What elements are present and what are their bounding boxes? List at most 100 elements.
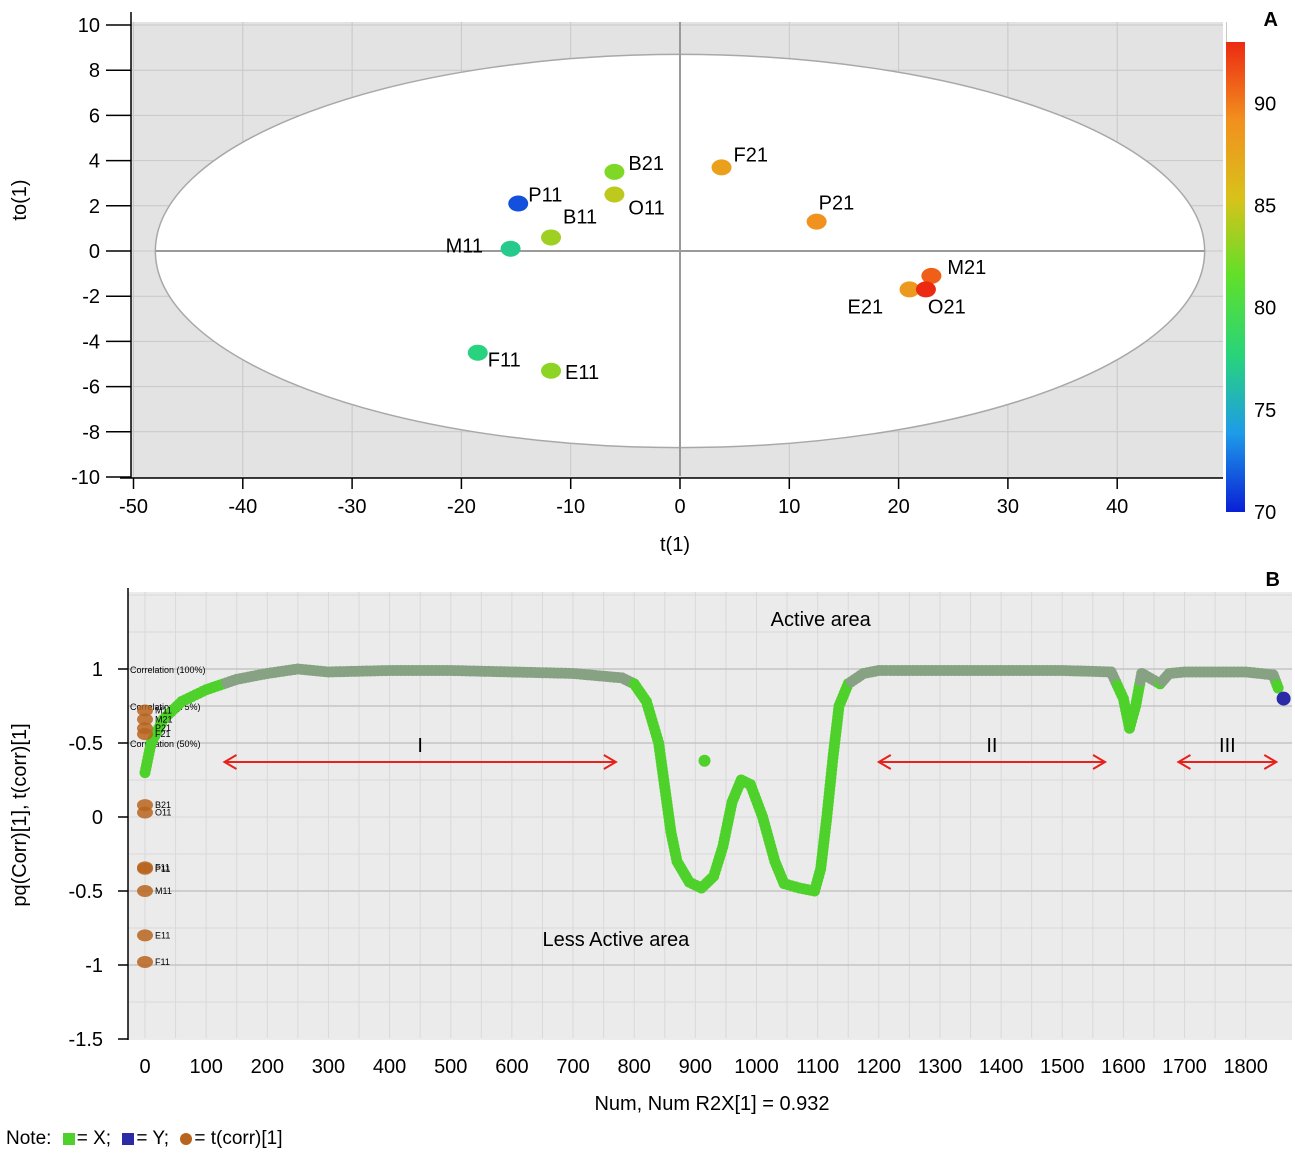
y-tick-label: -4: [82, 331, 100, 353]
score-point-m11: [500, 240, 521, 257]
x-tick-label: 900: [679, 1056, 712, 1078]
y-tick-label: -8: [82, 422, 100, 444]
legend-note: Note: = X; = Y; = t(corr)[1]: [6, 1128, 283, 1150]
x-tick-label: 1300: [918, 1056, 963, 1078]
panel-b-ranges: I II III: [222, 735, 1279, 770]
x-tick-label: -40: [228, 496, 257, 518]
x-tick-label: 1800: [1223, 1056, 1268, 1078]
tcorr-point-label: O11: [155, 808, 171, 818]
point-label-p11: P11: [528, 185, 562, 207]
x-tick-label: 200: [251, 1056, 284, 1078]
x-tick-label: -20: [447, 496, 476, 518]
x-tick-label: 1200: [857, 1056, 902, 1078]
x-tick-label: 400: [373, 1056, 406, 1078]
range-label: II: [986, 735, 997, 757]
panel-a: -50 -40 -30 -20 -10 0 10 20 30 401086420-2-4-6-8-…: [9, 9, 1278, 556]
tcorr-point-label: E11: [155, 930, 170, 940]
x-legend-label: = X;: [76, 1128, 112, 1149]
y-tick-label: 6: [89, 105, 100, 127]
colorbar-tick-label: 90: [1254, 93, 1276, 115]
tcorr-point-label: P11: [155, 864, 170, 874]
colorbar-tick-label: 85: [1254, 195, 1276, 217]
x-tick-label: 1000: [734, 1056, 779, 1078]
x-tick-label: -30: [338, 496, 367, 518]
y-legend-label: = Y;: [136, 1128, 170, 1149]
y-tick-label: -1.5: [69, 1029, 103, 1051]
panel-b-y-label: pq(Corr)[1], t(corr)[1]: [9, 723, 31, 906]
y-tick-label: -1: [85, 955, 103, 977]
tcorr-point-label: B21: [155, 800, 171, 810]
panel-a-x-label: t(1): [660, 534, 690, 556]
score-point-e21: [899, 281, 920, 298]
panel-b-reference-labels: Correlation (100%) Correlation (75%) Corre…: [130, 665, 206, 749]
tcorr-point-label: P21: [155, 723, 171, 733]
range-label: I: [417, 735, 423, 757]
x-tick-label: 700: [556, 1056, 589, 1078]
tcorr-point-label: M11: [155, 886, 172, 896]
reference-line-label: Correlation (75%): [130, 702, 201, 712]
tcorr-point-label: F11: [155, 862, 170, 872]
tcorr-point: [137, 806, 153, 819]
y-tick-label: 0: [89, 241, 100, 263]
point-label-p21: P21: [819, 193, 855, 215]
x-tick-label: 0: [139, 1056, 150, 1078]
x-tick-label: 10: [778, 496, 800, 518]
tcorr-legend-swatch: [180, 1133, 193, 1145]
score-point-p21: [806, 213, 827, 230]
colorbar: [1226, 42, 1245, 512]
x-tick-label: 1600: [1101, 1056, 1146, 1078]
x-tick-label: 300: [312, 1056, 345, 1078]
x-tick-label: 30: [997, 496, 1019, 518]
y-tick-label: 4: [89, 151, 100, 173]
x-tick-label: -50: [119, 496, 148, 518]
score-point-b11: [541, 229, 562, 246]
score-point-f21: [711, 159, 732, 176]
y-tick-label: 10: [78, 15, 100, 37]
panel-b-x-series: [139, 663, 1291, 897]
x-tick-label: 1700: [1162, 1056, 1207, 1078]
y-tick-label: -10: [71, 467, 100, 489]
x-tick-label: 1100: [796, 1056, 839, 1078]
legend-prefix: Note:: [6, 1128, 52, 1149]
colorbar-tick-label: 80: [1254, 298, 1276, 320]
tcorr-point: [137, 728, 153, 741]
score-point-o21: [915, 281, 936, 298]
colorbar-tick-label: 70: [1254, 502, 1276, 524]
point-label-f21: F21: [734, 144, 768, 166]
y-tick-label: 8: [89, 60, 100, 82]
tcorr-point: [137, 713, 153, 726]
y-variable-point: [1276, 691, 1291, 706]
tcorr-point: [137, 862, 153, 875]
y-tick-label: 0: [92, 807, 103, 829]
point-label-f11: F11: [488, 350, 521, 372]
tcorr-point: [137, 929, 153, 942]
point-label-e21: E21: [848, 296, 884, 318]
panel-b-x-label: Num, Num R2X[1] = 0.932: [594, 1093, 829, 1115]
tcorr-point-label: F11: [155, 957, 170, 967]
less-active-area-label: Less Active area: [542, 929, 690, 951]
y-tick-label: 1: [92, 659, 103, 681]
tcorr-point-label: M11: [155, 705, 172, 715]
range-label: III: [1219, 735, 1236, 757]
x-tick-label: 1500: [1040, 1056, 1085, 1078]
x-variable-point: [698, 754, 711, 767]
score-point-p11: [508, 195, 529, 212]
x-tick-label: 100: [189, 1056, 222, 1078]
tcorr-point: [137, 704, 153, 717]
point-label-b11: B11: [563, 206, 597, 228]
tcorr-point-label: F21: [155, 729, 171, 739]
active-area-label: Active area: [771, 609, 872, 631]
point-label-o21: O21: [928, 296, 966, 318]
panel-b: 0 100 200 300 400 500 600 700 800 900 1000 1100 1200…: [9, 569, 1292, 1115]
range-arrow-head-right: [1092, 754, 1108, 770]
score-point-b21: [604, 163, 625, 180]
y-tick-label: -0.5: [69, 733, 103, 755]
panel-a-letter: A: [1264, 9, 1278, 31]
y-tick-label: -2: [82, 286, 100, 308]
x-tick-label: 0: [674, 496, 685, 518]
tcorr-point: [137, 885, 153, 897]
x-tick-label: -10: [556, 496, 585, 518]
range-arrow-head-left: [876, 754, 892, 770]
x-tick-label: 40: [1106, 496, 1128, 518]
